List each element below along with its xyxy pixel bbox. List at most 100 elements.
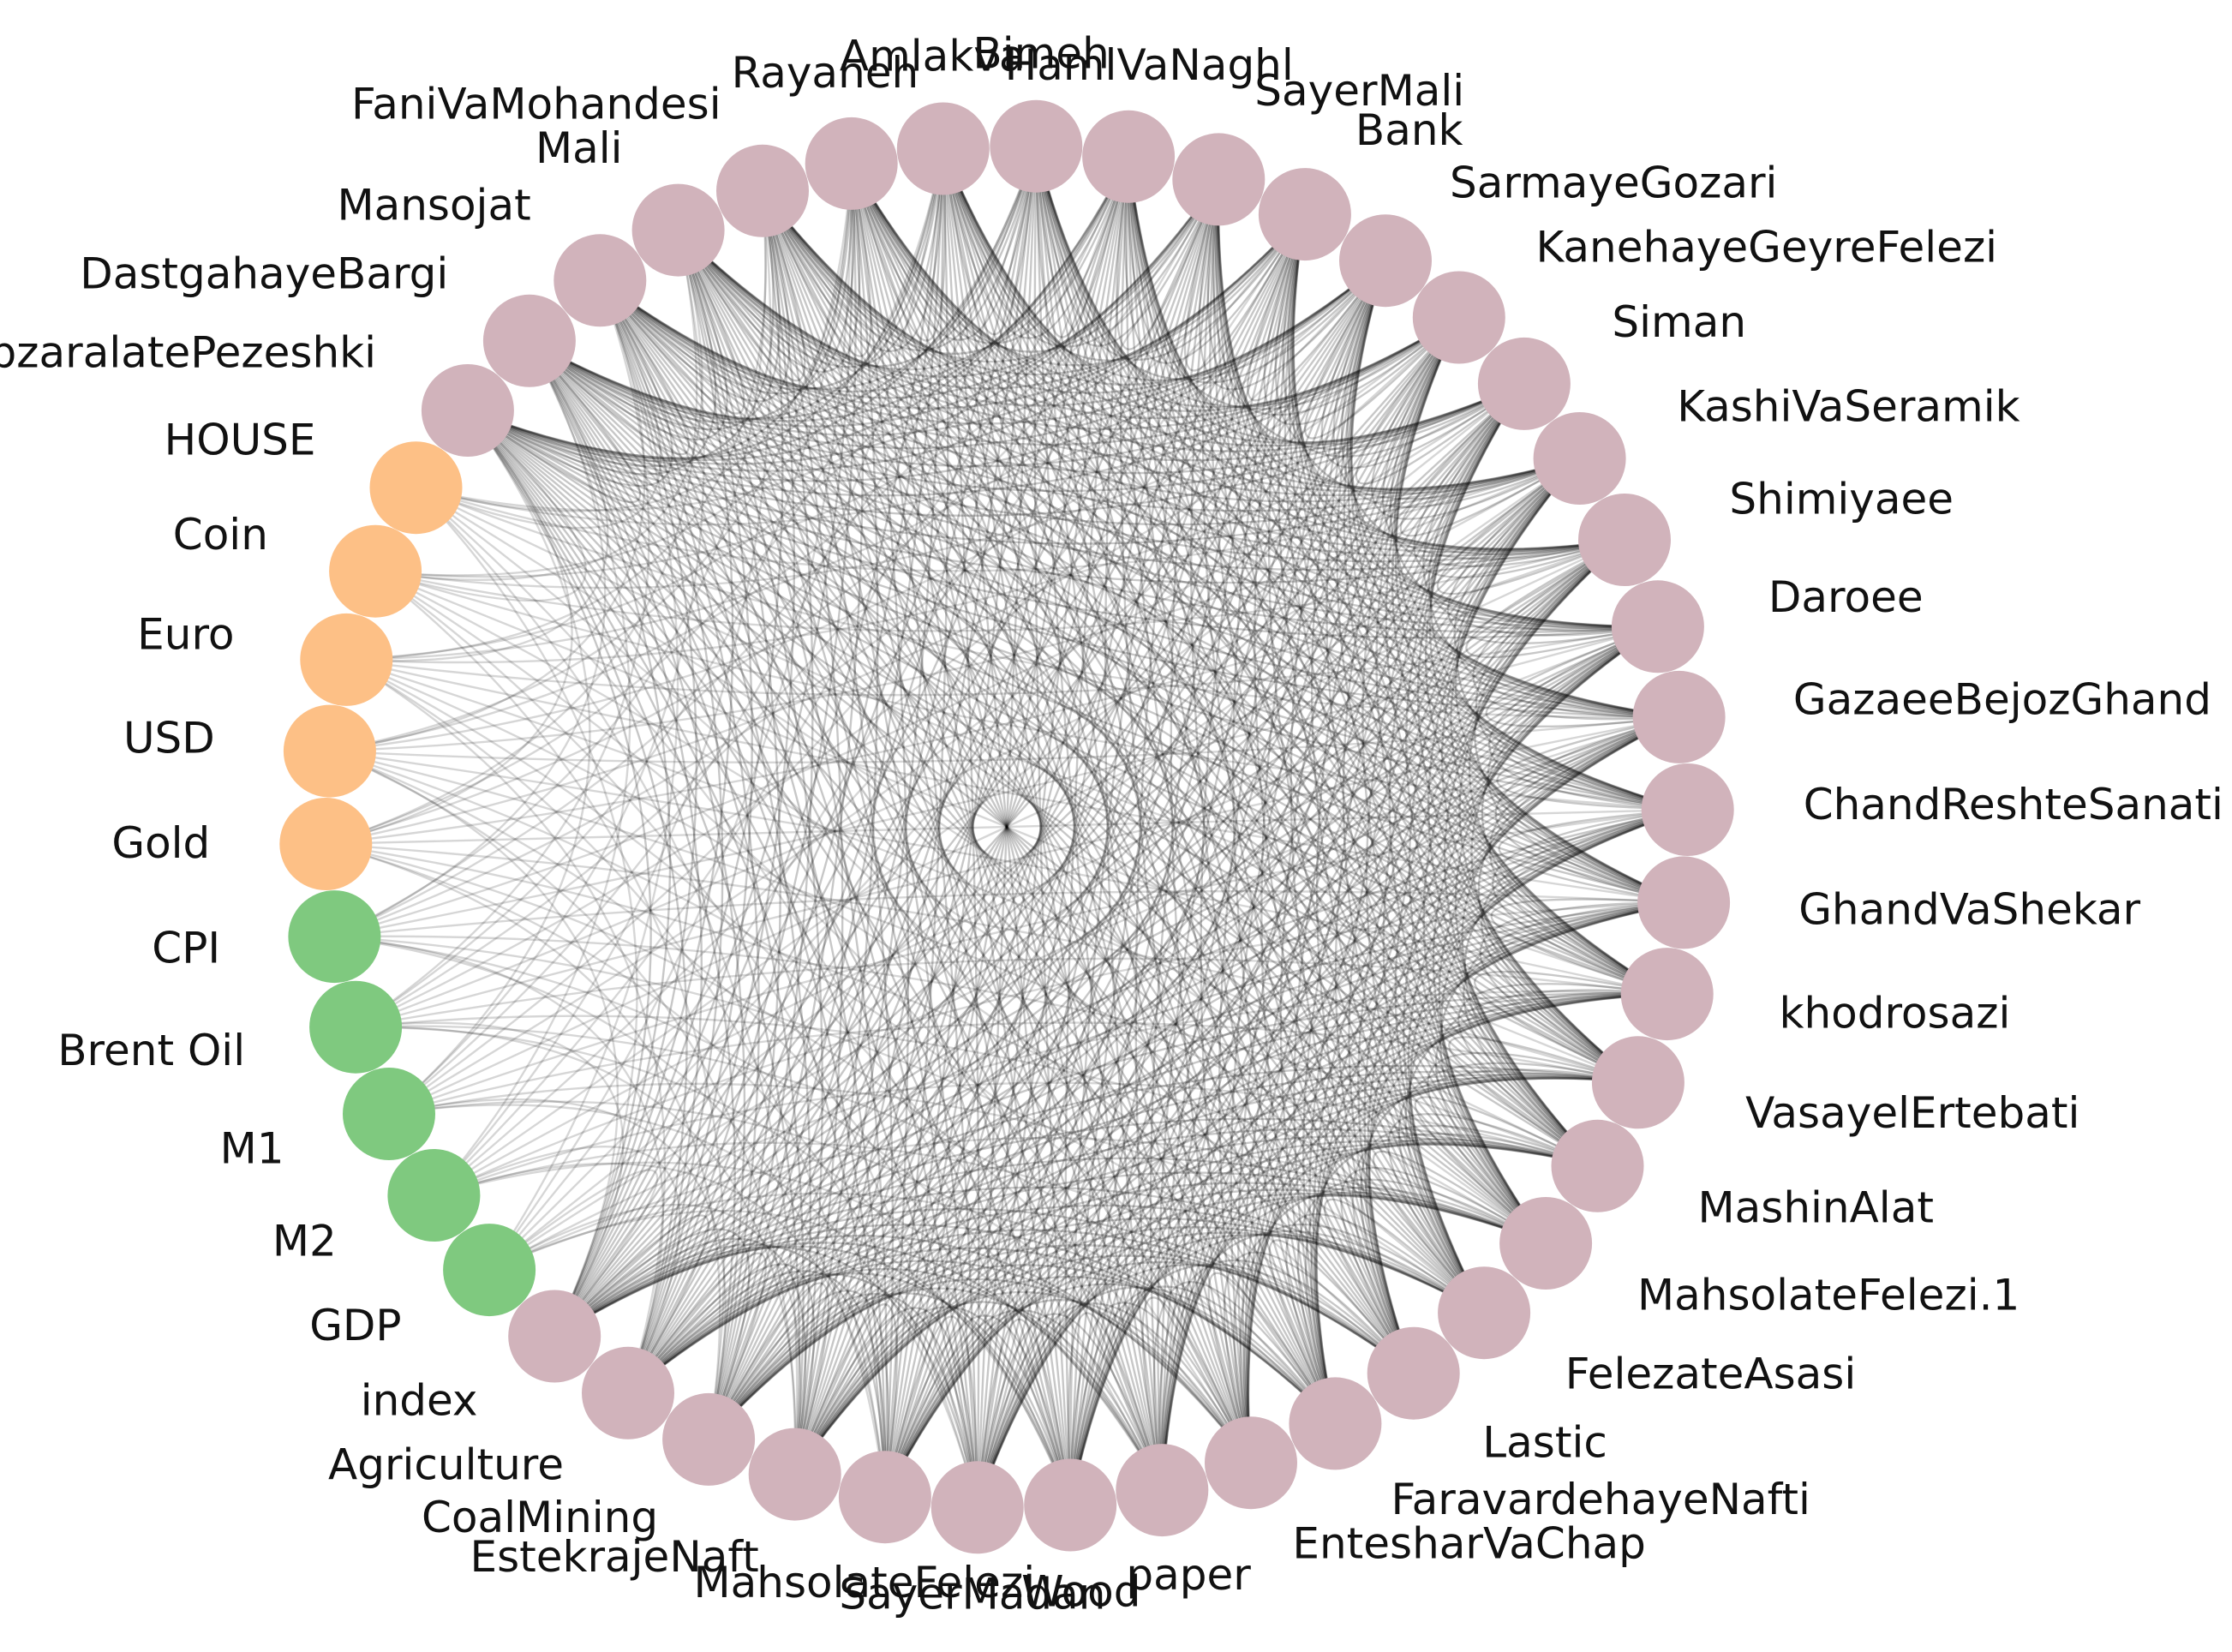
network-edge [976, 316, 1460, 1508]
node-mansojat [554, 234, 647, 327]
network-edge [1247, 213, 1386, 402]
network-edge [850, 163, 1525, 447]
network-edge [325, 148, 944, 846]
network-edge [333, 340, 607, 938]
network-edge [793, 148, 945, 1475]
network-edge [467, 213, 1306, 472]
node-label-khodrosazi: khodrosazi [1780, 988, 2011, 1038]
network-edge [326, 842, 1485, 1314]
network-edge [626, 163, 857, 1394]
network-edge [793, 625, 1659, 1475]
node-label-mahsolatefelezi: MahsolateFelezi [694, 1558, 1036, 1607]
network-edge [942, 148, 1688, 811]
network-edge [488, 990, 1667, 1272]
network-edge [708, 1264, 1337, 1440]
network-edge [345, 658, 1599, 1167]
network-edge [1263, 213, 1460, 426]
node-kashivaseramik [1533, 412, 1626, 505]
network-edge [1413, 383, 1625, 579]
network-edge [1481, 625, 1668, 996]
network-edge [627, 992, 1667, 1394]
network-edge [761, 190, 1668, 996]
network-edge [942, 148, 1684, 904]
network-edge [677, 156, 1130, 371]
network-edge [529, 339, 1580, 526]
network-edge [1127, 156, 1684, 904]
node-label-kashivaseramik: KashiVaSeramik [1677, 382, 2020, 432]
node-wood [1024, 1458, 1117, 1552]
node-label-m1: M1 [220, 1124, 284, 1174]
network-edge [326, 808, 1688, 846]
network-edge [554, 146, 1038, 1338]
network-edge [1346, 260, 1658, 630]
network-edge [345, 658, 667, 1394]
network-edge [1069, 1233, 1485, 1505]
network-edge [374, 538, 1625, 632]
network-edge [1371, 316, 1581, 520]
network-edge [374, 570, 726, 1440]
network-edge [599, 230, 745, 415]
network-edge [599, 279, 1525, 475]
network-edge [942, 148, 1547, 1244]
network-edge [1284, 213, 1599, 1167]
network-edge [433, 901, 1684, 1197]
network-edge [467, 410, 1253, 1463]
network-edge [976, 1313, 1164, 1508]
network-edge [467, 410, 1415, 1374]
network-edge [677, 230, 1253, 1463]
network-edge [1416, 383, 1639, 1084]
network-edge [599, 279, 1580, 512]
network-edge [433, 146, 1038, 1196]
network-edge [1198, 179, 1386, 391]
network-edge [1214, 179, 1580, 494]
network-edge [345, 658, 887, 1498]
network-edge [761, 148, 944, 352]
network-edge [1355, 316, 1525, 485]
network-edge [599, 279, 1415, 1374]
network-edge [329, 457, 1581, 752]
network-edge [1124, 156, 1306, 364]
network-edge [1069, 1194, 1547, 1505]
network-edge [1291, 213, 1679, 719]
network-edge [1348, 458, 1581, 1374]
network-edge [599, 279, 1164, 1491]
network-edge [554, 213, 1306, 1338]
network-edge [883, 156, 1130, 1498]
network-edge [1488, 715, 1679, 996]
network-edge [976, 156, 1130, 1508]
network-edge [883, 625, 1659, 1498]
network-edge [761, 190, 1599, 1167]
network-edge [883, 316, 1460, 1498]
network-edge [761, 190, 1337, 1424]
network-edge [374, 230, 703, 582]
network-edge [626, 178, 1220, 1394]
network-edge [528, 340, 978, 1508]
network-edge [850, 163, 910, 1498]
network-edge [677, 230, 978, 1508]
network-edge [708, 1292, 1072, 1505]
network-edge [1385, 316, 1639, 1084]
node-gdp [443, 1224, 536, 1317]
network-edge [1453, 458, 1679, 719]
network-edge [1455, 458, 1684, 904]
network-edge [883, 1315, 978, 1508]
network-edge [942, 148, 1625, 550]
network-edge [677, 229, 1684, 904]
network-edge [433, 1081, 1598, 1197]
network-edge [1190, 179, 1337, 1424]
network-edge [1035, 146, 1625, 550]
network-edge [1367, 901, 1684, 1374]
network-edge [326, 842, 1639, 1084]
network-edge [1161, 808, 1689, 1491]
network-edge [627, 1252, 767, 1440]
network-edge [1422, 383, 1659, 637]
network-edge [433, 190, 772, 1196]
network-edge [708, 383, 1525, 1440]
network-edge [467, 260, 1386, 482]
network-edge [1035, 146, 1658, 628]
network-edge [883, 1299, 1253, 1498]
network-edge [677, 146, 1038, 368]
node-house [369, 441, 463, 535]
network-edge [599, 279, 1460, 446]
network-edge [976, 1286, 1337, 1508]
